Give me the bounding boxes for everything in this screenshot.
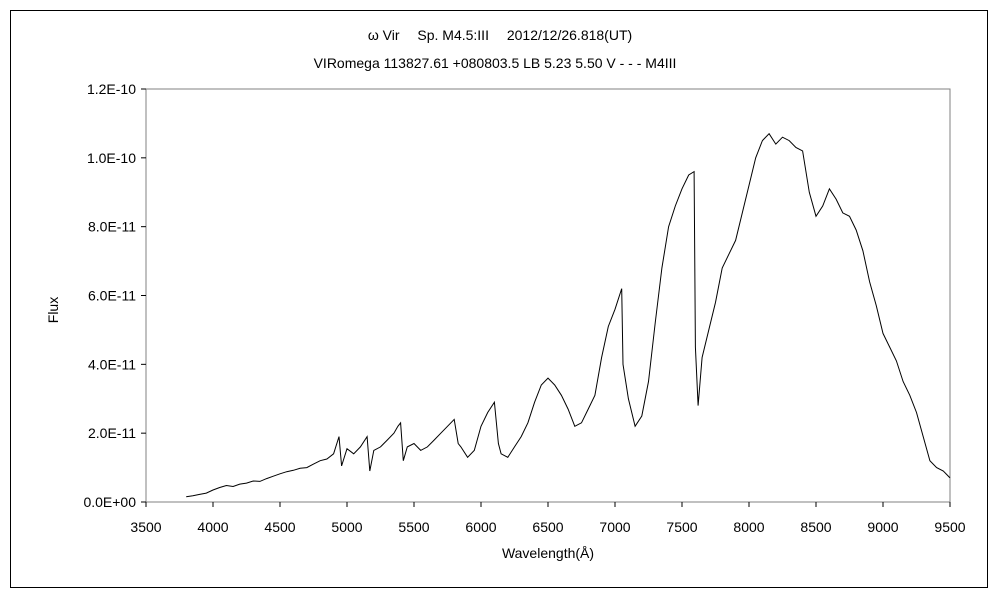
x-tick-label: 6500 — [532, 519, 563, 535]
x-tick-label: 9000 — [867, 519, 898, 535]
x-tick-label: 4000 — [197, 519, 228, 535]
x-tick-label: 6000 — [465, 519, 496, 535]
plot-area — [145, 88, 951, 503]
y-tick-label: 1.0E-10 — [87, 150, 136, 166]
y-axis: 0.0E+00 2.0E-11 4.0E-11 6.0E-11 8.0E-11 1.0E-… — [83, 81, 146, 510]
x-tick-label: 8000 — [733, 519, 764, 535]
chart-title: ω Vir Sp. M4.5:III 2012/12/26.818(UT) — [368, 27, 632, 43]
x-tick-label: 4500 — [264, 519, 295, 535]
y-tick-label: 4.0E-11 — [88, 356, 136, 372]
x-tick-label: 8500 — [800, 519, 831, 535]
x-tick-label: 7000 — [599, 519, 630, 535]
x-axis-label: Wavelength(Å) — [502, 545, 594, 561]
x-axis: 3500 4000 4500 5000 5500 6000 6500 7000 7500 8000… — [130, 502, 966, 535]
chart-subtitle: VIRomega 113827.61 +080803.5 LB 5.23 5.5… — [314, 55, 677, 71]
y-tick-label: 6.0E-11 — [88, 288, 136, 304]
y-tick-label: 2.0E-11 — [88, 425, 136, 441]
y-tick-label: 8.0E-11 — [88, 219, 136, 235]
y-tick-label: 1.2E-10 — [87, 81, 136, 97]
y-tick-label: 0.0E+00 — [83, 494, 136, 510]
x-tick-label: 5000 — [331, 519, 362, 535]
x-tick-label: 5500 — [398, 519, 429, 535]
spectrum-line — [186, 132, 951, 498]
x-tick-label: 3500 — [130, 519, 161, 535]
y-axis-label: Flux — [45, 297, 61, 323]
x-tick-label: 7500 — [666, 519, 697, 535]
x-tick-label: 9500 — [934, 519, 965, 535]
